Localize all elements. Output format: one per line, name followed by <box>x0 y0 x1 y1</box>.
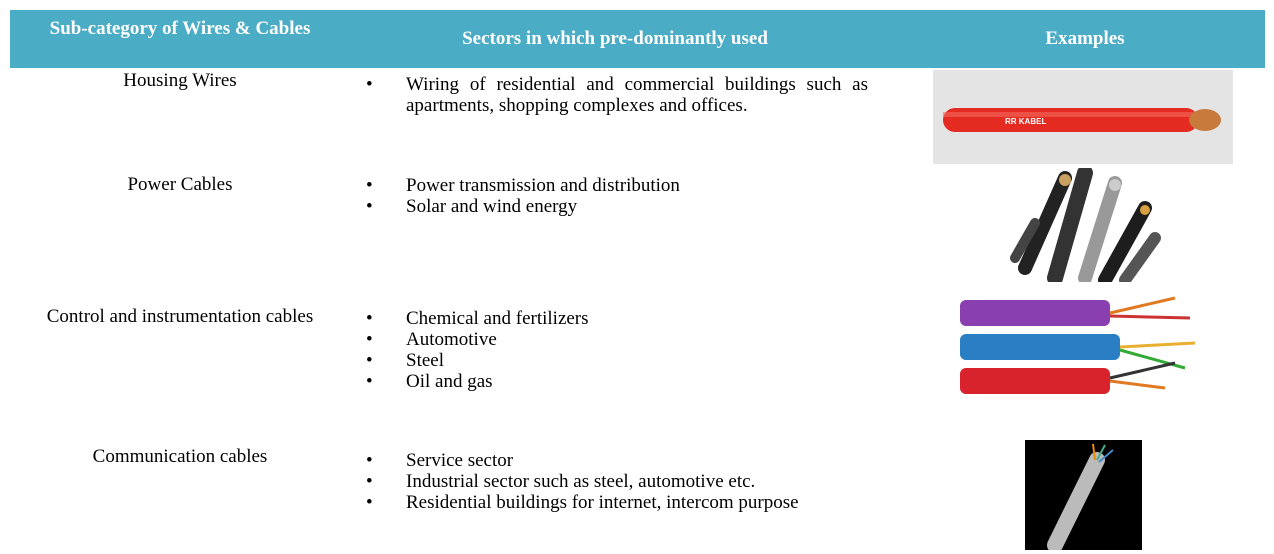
sector-item: Service sector <box>362 450 868 471</box>
header-cell: Sub-category of Wires & Cables <box>30 19 330 39</box>
sector-item: Residential buildings for internet, inte… <box>362 492 868 513</box>
sector-item: Automotive <box>362 329 868 350</box>
communication-cable-image <box>1025 440 1142 550</box>
category-cell: Control and instrumentation cables <box>30 306 330 328</box>
category-cell: Housing Wires <box>30 70 330 92</box>
sector-list: Chemical and fertilizersAutomotiveSteelO… <box>362 308 868 392</box>
page: Sub-category of Wires & Cables Sectors i… <box>0 0 1274 554</box>
category-cell: Power Cables <box>30 174 330 196</box>
image-label: RR KABEL <box>1005 117 1046 126</box>
category-cell: Communication cables <box>30 446 330 468</box>
header-cell: Examples <box>910 29 1260 49</box>
housing-wire-image: RR KABEL <box>933 70 1233 164</box>
sector-list: Power transmission and distributionSolar… <box>362 175 868 217</box>
sector-item: Power transmission and distribution <box>362 175 868 196</box>
sector-list: Service sectorIndustrial sector such as … <box>362 450 868 513</box>
control-cable-image <box>960 288 1200 400</box>
sector-item: Industrial sector such as steel, automot… <box>362 471 868 492</box>
table-header: Sub-category of Wires & Cables Sectors i… <box>10 10 1265 68</box>
header-cell: Sectors in which pre-dominantly used <box>350 29 880 49</box>
sector-item: Solar and wind energy <box>362 196 868 217</box>
sector-item: Wiring of residential and commercial bui… <box>362 74 868 116</box>
sector-list: Wiring of residential and commercial bui… <box>362 74 868 116</box>
sector-item: Oil and gas <box>362 371 868 392</box>
sector-item: Steel <box>362 350 868 371</box>
power-cable-image <box>1005 168 1165 282</box>
sector-item: Chemical and fertilizers <box>362 308 868 329</box>
